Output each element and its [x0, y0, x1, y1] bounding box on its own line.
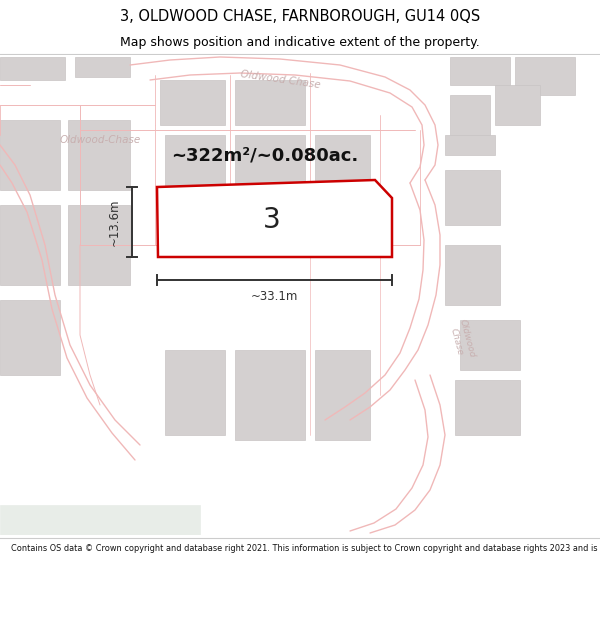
Polygon shape [315, 350, 370, 440]
Polygon shape [0, 505, 200, 535]
Polygon shape [315, 135, 370, 240]
Polygon shape [160, 80, 225, 125]
Polygon shape [235, 350, 305, 440]
Polygon shape [0, 205, 60, 285]
Polygon shape [0, 57, 65, 80]
Polygon shape [235, 80, 305, 125]
Polygon shape [445, 135, 495, 155]
Polygon shape [450, 95, 490, 135]
Polygon shape [495, 85, 540, 125]
Text: Contains OS data © Crown copyright and database right 2021. This information is : Contains OS data © Crown copyright and d… [11, 544, 600, 553]
Text: ~13.6m: ~13.6m [107, 198, 121, 246]
Text: ~322m²/~0.080ac.: ~322m²/~0.080ac. [172, 146, 359, 164]
Polygon shape [455, 380, 520, 435]
Text: Oldwood Chase: Oldwood Chase [239, 69, 320, 91]
Text: 3, OLDWOOD CHASE, FARNBOROUGH, GU14 0QS: 3, OLDWOOD CHASE, FARNBOROUGH, GU14 0QS [120, 9, 480, 24]
Text: ~33.1m: ~33.1m [251, 289, 298, 302]
Polygon shape [68, 120, 130, 190]
Polygon shape [0, 120, 60, 190]
Polygon shape [165, 135, 225, 235]
Polygon shape [165, 350, 225, 435]
Text: Oldwood
Chase: Oldwood Chase [448, 318, 476, 362]
Polygon shape [515, 57, 575, 95]
Polygon shape [445, 170, 500, 225]
Text: Oldwood-Chase: Oldwood-Chase [60, 135, 141, 145]
Polygon shape [235, 135, 305, 240]
Polygon shape [445, 245, 500, 305]
Polygon shape [450, 57, 510, 85]
Text: 3: 3 [263, 206, 281, 234]
Polygon shape [75, 57, 130, 77]
Polygon shape [157, 180, 392, 257]
Polygon shape [68, 205, 130, 285]
Polygon shape [460, 320, 520, 370]
Text: Map shows position and indicative extent of the property.: Map shows position and indicative extent… [120, 36, 480, 49]
Polygon shape [0, 300, 60, 375]
